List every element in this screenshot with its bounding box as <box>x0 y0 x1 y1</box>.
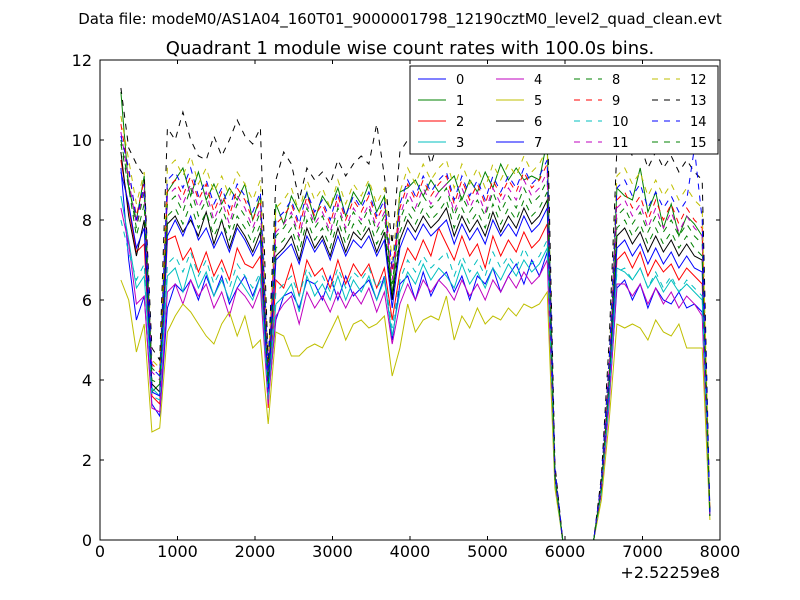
plot-area <box>120 87 711 541</box>
series-line-7 <box>120 171 711 541</box>
legend-label-12: 12 <box>690 73 707 88</box>
legend-label-10: 10 <box>612 115 629 130</box>
x-tick-label: 8000 <box>700 542 741 561</box>
legend-box <box>409 65 719 155</box>
suptitle: Data file: modeM0/AS1A04_160T01_90000017… <box>78 10 722 29</box>
legend-label-4: 4 <box>534 73 542 88</box>
x-tick-label: 7000 <box>622 542 663 561</box>
legend-label-14: 14 <box>690 115 707 130</box>
series-line-5 <box>120 279 711 541</box>
x-tick-label: 4000 <box>390 542 431 561</box>
x-tick-label: 2000 <box>235 542 276 561</box>
y-tick-label: 0 <box>82 531 92 550</box>
y-tick-label: 12 <box>72 51 92 70</box>
legend-label-3: 3 <box>456 136 464 151</box>
x-offset-label: +2.52259e8 <box>620 563 720 582</box>
series-line-11 <box>120 131 711 541</box>
x-tick-label: 1000 <box>157 542 198 561</box>
x-tick-label: 0 <box>95 542 105 561</box>
legend-label-6: 6 <box>534 115 542 130</box>
series-line-3 <box>120 195 711 541</box>
chart-title: Quadrant 1 module wise count rates with … <box>166 38 655 59</box>
legend-label-9: 9 <box>612 94 620 109</box>
y-tick-label: 8 <box>82 211 92 230</box>
legend-label-0: 0 <box>456 73 464 88</box>
x-tick-label: 3000 <box>312 542 353 561</box>
legend-label-13: 13 <box>690 94 707 109</box>
y-tick-label: 6 <box>82 291 92 310</box>
x-tick-label: 5000 <box>467 542 508 561</box>
y-tick-label: 4 <box>82 371 92 390</box>
legend-label-11: 11 <box>612 136 629 151</box>
legend-label-15: 15 <box>690 136 707 151</box>
series-line-15 <box>120 143 711 541</box>
series-line-10 <box>120 219 711 541</box>
series-line-14 <box>120 135 711 541</box>
legend-label-5: 5 <box>534 94 542 109</box>
y-tick-label: 2 <box>82 451 92 470</box>
legend-label-8: 8 <box>612 73 620 88</box>
series-line-4 <box>120 207 711 541</box>
legend-label-1: 1 <box>456 94 464 109</box>
axis-ticks: 0 1000 2000 3000 4000 5000 6000 7000 80000246810… <box>72 51 741 561</box>
x-tick-label: 6000 <box>545 542 586 561</box>
legend-label-2: 2 <box>456 115 464 130</box>
legend-label-7: 7 <box>534 136 542 151</box>
y-tick-label: 10 <box>72 131 92 150</box>
